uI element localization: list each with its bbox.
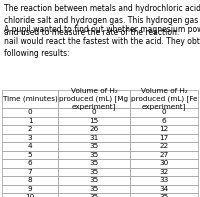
Text: 6: 6 — [28, 160, 32, 166]
Bar — [58, 151, 130, 159]
Bar — [130, 193, 198, 197]
Bar — [130, 167, 198, 176]
Bar — [58, 90, 130, 108]
Bar — [58, 176, 130, 185]
Text: 34: 34 — [159, 186, 169, 192]
Bar — [2, 159, 58, 167]
Bar — [2, 185, 58, 193]
Bar — [2, 125, 58, 134]
Bar — [2, 193, 58, 197]
Bar — [58, 167, 130, 176]
Text: The reaction between metals and hydrochloric acid produces a
chloride salt and h: The reaction between metals and hydrochl… — [4, 4, 200, 37]
Text: 0: 0 — [92, 109, 96, 115]
Text: 10: 10 — [25, 194, 35, 197]
Text: Volume of H₂
produced (mL) [Fe
experiment]: Volume of H₂ produced (mL) [Fe experimen… — [131, 88, 197, 110]
Text: 9: 9 — [28, 186, 32, 192]
Bar — [2, 116, 58, 125]
Text: 35: 35 — [89, 169, 99, 175]
Text: 4: 4 — [28, 143, 32, 149]
Text: 30: 30 — [159, 160, 169, 166]
Text: 6: 6 — [162, 118, 166, 124]
Bar — [58, 159, 130, 167]
Text: Volume of H₂
produced (mL) [Mg
experiment]: Volume of H₂ produced (mL) [Mg experimen… — [59, 88, 129, 110]
Bar — [2, 151, 58, 159]
Bar — [130, 176, 198, 185]
Bar — [130, 116, 198, 125]
Text: 1: 1 — [28, 118, 32, 124]
Text: 35: 35 — [89, 160, 99, 166]
Bar — [58, 142, 130, 151]
Bar — [2, 90, 58, 108]
Text: 27: 27 — [159, 152, 169, 158]
Bar — [58, 193, 130, 197]
Bar — [58, 134, 130, 142]
Bar — [2, 134, 58, 142]
Bar — [58, 125, 130, 134]
Bar — [2, 142, 58, 151]
Text: 35: 35 — [89, 143, 99, 149]
Text: 32: 32 — [159, 169, 169, 175]
Text: 35: 35 — [89, 186, 99, 192]
Bar — [58, 116, 130, 125]
Bar — [130, 90, 198, 108]
Text: 0: 0 — [162, 109, 166, 115]
Text: 35: 35 — [159, 194, 169, 197]
Text: 26: 26 — [89, 126, 99, 132]
Text: 12: 12 — [159, 126, 169, 132]
Bar — [58, 108, 130, 116]
Text: 17: 17 — [159, 135, 169, 141]
Bar — [2, 108, 58, 116]
Bar — [2, 176, 58, 185]
Text: 33: 33 — [159, 177, 169, 183]
Text: 2: 2 — [28, 126, 32, 132]
Bar — [130, 108, 198, 116]
Text: Time (minutes): Time (minutes) — [3, 96, 57, 102]
Text: 22: 22 — [159, 143, 169, 149]
Bar — [58, 185, 130, 193]
Bar — [130, 159, 198, 167]
Text: 8: 8 — [28, 177, 32, 183]
Text: 5: 5 — [28, 152, 32, 158]
Bar — [130, 142, 198, 151]
Text: 15: 15 — [89, 118, 99, 124]
Bar — [130, 125, 198, 134]
Bar — [2, 167, 58, 176]
Text: 3: 3 — [28, 135, 32, 141]
Text: 31: 31 — [89, 135, 99, 141]
Text: 35: 35 — [89, 152, 99, 158]
Text: 35: 35 — [89, 194, 99, 197]
Text: 7: 7 — [28, 169, 32, 175]
Text: 35: 35 — [89, 177, 99, 183]
Text: A pupil wanted to find out whether magnesium powder or an iron
nail would react : A pupil wanted to find out whether magne… — [4, 25, 200, 58]
Bar — [130, 151, 198, 159]
Bar — [130, 185, 198, 193]
Bar — [130, 134, 198, 142]
Text: 0: 0 — [28, 109, 32, 115]
